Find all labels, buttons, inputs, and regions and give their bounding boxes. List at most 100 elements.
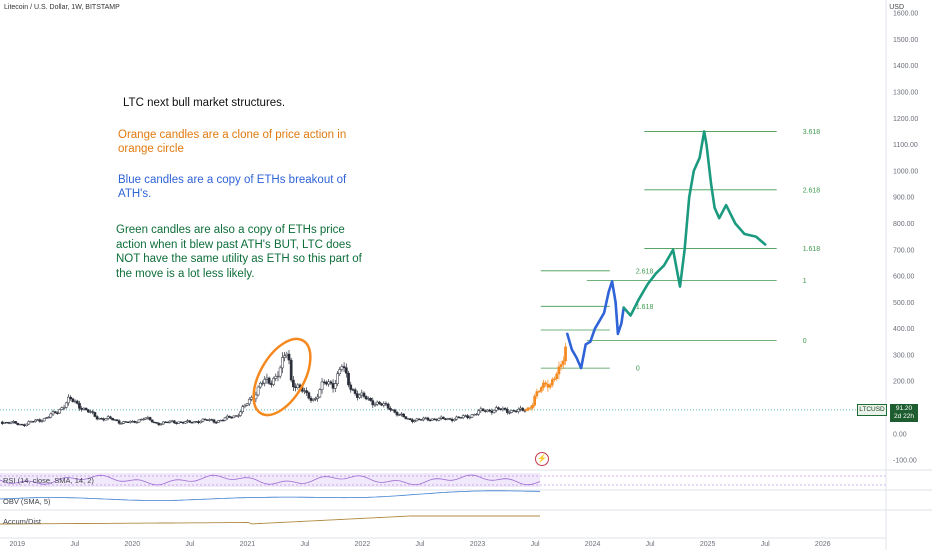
x-tick-label: 2024 bbox=[585, 541, 601, 548]
candle bbox=[69, 396, 73, 400]
candle bbox=[91, 411, 95, 413]
obv-label[interactable]: OBV (SMA, 5) bbox=[3, 497, 51, 506]
candle bbox=[73, 400, 77, 403]
candle bbox=[137, 419, 141, 423]
candle bbox=[285, 353, 289, 357]
annotation-title: LTC next bull market structures. bbox=[123, 97, 286, 109]
candle bbox=[378, 401, 381, 404]
candle bbox=[214, 422, 218, 424]
x-tick-label: Jul bbox=[185, 541, 194, 548]
candle bbox=[508, 412, 511, 414]
candle bbox=[128, 421, 132, 423]
candle bbox=[89, 411, 92, 413]
x-tick-label: Jul bbox=[761, 541, 770, 548]
candle bbox=[340, 366, 344, 370]
candle bbox=[411, 419, 414, 422]
candle bbox=[254, 394, 258, 400]
candle bbox=[159, 423, 163, 426]
candle bbox=[336, 373, 339, 384]
candle bbox=[221, 419, 225, 422]
candle bbox=[417, 418, 421, 420]
y-tick-label: -100.00 bbox=[893, 458, 917, 465]
candle bbox=[329, 381, 333, 384]
candle bbox=[208, 419, 211, 421]
candle bbox=[247, 399, 251, 405]
candle bbox=[459, 417, 463, 419]
candle bbox=[342, 366, 346, 369]
candle bbox=[272, 378, 275, 385]
accum-dist-label[interactable]: Accum/Dist bbox=[3, 517, 41, 526]
candle bbox=[382, 403, 386, 406]
candle bbox=[84, 407, 88, 411]
candle bbox=[80, 408, 84, 410]
candle bbox=[389, 408, 392, 411]
lightning-icon[interactable]: ⚡ bbox=[535, 452, 549, 466]
candle bbox=[20, 423, 24, 426]
y-tick-label: 0.00 bbox=[893, 431, 907, 438]
candle bbox=[11, 421, 15, 423]
candle bbox=[111, 418, 114, 421]
y-tick-label: 300.00 bbox=[893, 352, 915, 359]
y-tick-label: 900.00 bbox=[893, 195, 915, 202]
candle bbox=[546, 383, 550, 388]
candle bbox=[521, 407, 525, 411]
candle bbox=[355, 393, 359, 398]
candle bbox=[542, 382, 545, 388]
candle bbox=[353, 389, 357, 394]
candle bbox=[472, 414, 476, 416]
candle bbox=[555, 373, 559, 379]
candle bbox=[245, 403, 249, 406]
candle bbox=[559, 364, 563, 367]
price-grid bbox=[0, 0, 887, 550]
fib-label: 1 bbox=[803, 278, 807, 285]
candle bbox=[358, 394, 361, 398]
candle bbox=[206, 419, 209, 421]
candle bbox=[455, 416, 458, 420]
y-tick-label: 1400.00 bbox=[893, 63, 918, 70]
candle bbox=[223, 417, 227, 421]
candle bbox=[133, 421, 136, 423]
x-tick-label: 2025 bbox=[700, 541, 716, 548]
candle bbox=[400, 413, 403, 416]
candle bbox=[384, 403, 388, 405]
candle bbox=[139, 418, 143, 421]
indicator-panels bbox=[0, 469, 932, 525]
candle bbox=[475, 413, 478, 416]
candle bbox=[422, 417, 425, 421]
candle bbox=[373, 404, 377, 406]
annotation-orange: Orange candles are a clone of price acti… bbox=[118, 129, 347, 155]
candle bbox=[67, 396, 70, 404]
candle bbox=[364, 396, 368, 400]
x-tick-label: Jul bbox=[416, 541, 425, 548]
y-tick-label: 1000.00 bbox=[893, 168, 918, 175]
candle bbox=[360, 392, 364, 396]
candle bbox=[391, 409, 394, 411]
candle bbox=[109, 416, 112, 419]
candle bbox=[199, 420, 203, 423]
obv-line bbox=[0, 490, 540, 501]
candle bbox=[168, 420, 172, 423]
candle bbox=[276, 375, 280, 378]
candle bbox=[386, 403, 390, 409]
last-price: 91.20 bbox=[895, 405, 913, 412]
candle bbox=[531, 404, 534, 409]
candle bbox=[192, 421, 196, 424]
candle bbox=[166, 421, 170, 424]
annotation-green: Green candles are also a copy of ETHs pr… bbox=[116, 224, 362, 280]
candle bbox=[444, 418, 447, 420]
candle bbox=[453, 418, 456, 422]
candle bbox=[161, 421, 165, 425]
candle bbox=[283, 355, 286, 358]
candle bbox=[241, 406, 245, 413]
rsi-label[interactable]: RSI (14, close, SMA, 14, 2) bbox=[3, 476, 94, 485]
candle bbox=[210, 419, 214, 421]
candle bbox=[100, 418, 103, 420]
candle bbox=[347, 372, 350, 386]
candle bbox=[9, 421, 13, 424]
candle bbox=[274, 375, 278, 379]
candle bbox=[539, 387, 543, 392]
x-tick-label: 2023 bbox=[470, 541, 486, 548]
x-tick-label: Jul bbox=[70, 541, 79, 548]
y-tick-label: 600.00 bbox=[893, 274, 915, 281]
